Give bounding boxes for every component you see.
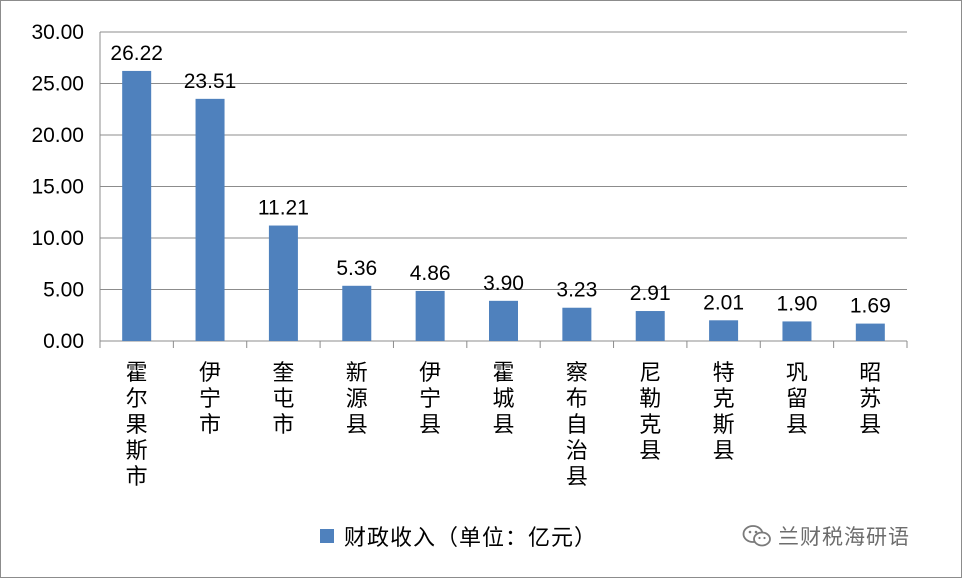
bar xyxy=(635,311,665,341)
bar xyxy=(122,70,152,342)
data-label: 5.36 xyxy=(336,257,377,280)
category-label: 特克斯县 xyxy=(713,361,735,464)
legend-label: 财政收入（单位：亿元） xyxy=(344,526,598,551)
y-tick-label: 0.00 xyxy=(43,330,84,353)
category-label: 霍尔果斯市 xyxy=(126,361,148,490)
category-label: 尼勒克县 xyxy=(639,361,661,464)
y-tick-label: 15.00 xyxy=(31,176,84,199)
bar xyxy=(415,290,445,341)
data-label: 2.91 xyxy=(630,282,671,305)
x-axis-category-labels: 霍尔果斯市 伊宁市 奎屯市 新源县 伊宁县 霍城县 察布自治县 尼勒克县 特克斯县 巩留县 昭苏县 xyxy=(126,361,882,490)
category-label: 伊宁市 xyxy=(199,361,221,438)
wechat-icon xyxy=(742,525,771,547)
data-label: 3.23 xyxy=(556,279,597,302)
category-label: 新源县 xyxy=(346,361,368,438)
y-axis-tick-labels: 0.00 5.00 10.00 15.00 20.00 25.00 30.00 xyxy=(31,21,84,353)
bar xyxy=(268,225,298,341)
y-tick-label: 30.00 xyxy=(31,21,84,44)
bar xyxy=(709,320,739,341)
legend: 财政收入（单位：亿元） xyxy=(320,521,597,551)
category-label: 伊宁县 xyxy=(419,361,441,438)
bar xyxy=(342,285,372,341)
y-tick-label: 25.00 xyxy=(31,73,84,96)
data-label: 1.90 xyxy=(777,292,818,315)
data-label: 11.21 xyxy=(258,197,309,220)
y-tick-label: 20.00 xyxy=(31,124,84,147)
y-tick-label: 10.00 xyxy=(31,227,84,250)
bars xyxy=(122,70,885,342)
category-label: 昭苏县 xyxy=(859,361,881,438)
bar xyxy=(855,323,885,341)
category-label: 奎屯市 xyxy=(272,361,294,438)
category-label: 巩留县 xyxy=(786,361,808,438)
data-label: 3.90 xyxy=(483,272,524,295)
data-label: 26.22 xyxy=(110,42,163,65)
watermark: 兰财税海研语 xyxy=(742,520,910,552)
data-label: 4.86 xyxy=(410,262,451,285)
y-tick-label: 5.00 xyxy=(43,279,84,302)
data-labels: 26.22 23.51 11.21 5.36 4.86 3.90 3.23 2.91 2.01 1… xyxy=(110,42,890,318)
bar xyxy=(489,300,518,341)
bar xyxy=(562,307,592,341)
data-label: 23.51 xyxy=(184,70,237,93)
category-label: 察布自治县 xyxy=(566,361,588,490)
watermark-text: 兰财税海研语 xyxy=(778,525,910,549)
legend-swatch xyxy=(320,529,334,543)
bar xyxy=(782,321,812,341)
category-label: 霍城县 xyxy=(492,361,514,438)
data-label: 2.01 xyxy=(703,291,744,314)
data-label: 1.69 xyxy=(850,295,891,318)
bar xyxy=(195,98,225,341)
